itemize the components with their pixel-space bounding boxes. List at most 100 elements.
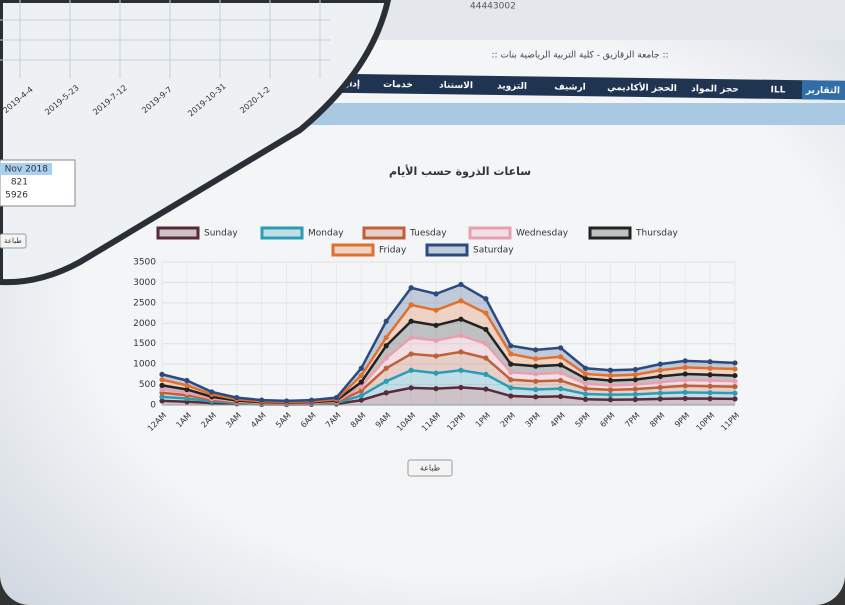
screen-photo: 44443002 :: جامعة الزقازيق - كلية التربي… bbox=[0, 0, 845, 605]
bg-summary-text: Nov 2018 bbox=[5, 165, 49, 175]
data-point bbox=[633, 367, 638, 372]
data-point bbox=[458, 385, 463, 390]
data-point bbox=[533, 356, 538, 361]
data-point bbox=[608, 387, 613, 392]
data-point bbox=[159, 383, 164, 388]
data-point bbox=[558, 386, 563, 391]
data-point bbox=[633, 397, 638, 402]
nav-item[interactable]: التزويد bbox=[497, 81, 527, 91]
data-point bbox=[458, 333, 463, 338]
nav-item[interactable]: ILL bbox=[770, 85, 785, 95]
data-point bbox=[732, 360, 737, 365]
data-point bbox=[732, 384, 737, 389]
data-point bbox=[458, 368, 463, 373]
data-point bbox=[384, 390, 389, 395]
bg-summary-text: 5926 bbox=[5, 191, 28, 201]
data-point bbox=[159, 377, 164, 382]
data-point bbox=[234, 395, 239, 400]
y-tick-label: 1500 bbox=[133, 339, 156, 349]
data-point bbox=[409, 368, 414, 373]
data-point bbox=[658, 385, 663, 390]
legend-swatch bbox=[427, 245, 467, 255]
data-point bbox=[409, 285, 414, 290]
data-point bbox=[433, 323, 438, 328]
data-point bbox=[583, 391, 588, 396]
data-point bbox=[508, 377, 513, 382]
data-point bbox=[433, 338, 438, 343]
nav-item[interactable]: الاستناد bbox=[439, 81, 473, 91]
legend-swatch bbox=[262, 228, 302, 238]
data-point bbox=[658, 374, 663, 379]
nav-item[interactable]: الحجز الأكاديمي bbox=[607, 81, 677, 94]
legend-label[interactable]: Tuesday bbox=[409, 229, 447, 239]
y-tick-label: 0 bbox=[150, 401, 156, 411]
data-point bbox=[608, 397, 613, 402]
data-point bbox=[334, 395, 339, 400]
nav-item[interactable]: ارشيف bbox=[554, 82, 586, 92]
data-point bbox=[359, 380, 364, 385]
print-button-label[interactable]: طباعة bbox=[420, 464, 440, 473]
legend-swatch bbox=[470, 228, 510, 238]
data-point bbox=[458, 349, 463, 354]
bg-summary-text: 821 bbox=[11, 178, 28, 188]
data-point bbox=[384, 335, 389, 340]
data-point bbox=[359, 373, 364, 378]
legend-label[interactable]: Monday bbox=[308, 229, 344, 239]
data-point bbox=[433, 291, 438, 296]
data-point bbox=[683, 377, 688, 382]
data-point bbox=[433, 371, 438, 376]
data-point bbox=[633, 377, 638, 382]
data-point bbox=[683, 358, 688, 363]
data-point bbox=[608, 368, 613, 373]
page: 44443002 :: جامعة الزقازيق - كلية التربي… bbox=[0, 0, 845, 605]
data-point bbox=[259, 397, 264, 402]
data-point bbox=[384, 366, 389, 371]
data-point bbox=[483, 310, 488, 315]
data-point bbox=[583, 376, 588, 381]
legend-label[interactable]: Saturday bbox=[473, 246, 514, 256]
data-point bbox=[707, 378, 712, 383]
data-point bbox=[384, 355, 389, 360]
data-point bbox=[658, 396, 663, 401]
bg-print-label[interactable]: طباعة bbox=[4, 237, 22, 245]
data-point bbox=[633, 386, 638, 391]
data-point bbox=[483, 372, 488, 377]
data-point bbox=[384, 379, 389, 384]
data-point bbox=[359, 397, 364, 402]
data-point bbox=[359, 393, 364, 398]
y-tick-label: 1000 bbox=[133, 360, 156, 370]
data-point bbox=[184, 383, 189, 388]
data-point bbox=[533, 364, 538, 369]
chart-title: ساعات الذروة حسب الأيام bbox=[389, 164, 531, 178]
data-point bbox=[608, 373, 613, 378]
nav-item[interactable]: حجز المواد bbox=[691, 84, 739, 95]
legend-label[interactable]: Wednesday bbox=[516, 229, 569, 239]
data-point bbox=[508, 351, 513, 356]
data-point bbox=[533, 371, 538, 376]
legend-swatch bbox=[158, 228, 198, 238]
data-point bbox=[732, 391, 737, 396]
data-point bbox=[683, 365, 688, 370]
y-tick-label: 3000 bbox=[133, 278, 156, 288]
nav-item[interactable]: التقارير bbox=[805, 86, 840, 96]
nav-item[interactable]: خدمات bbox=[383, 80, 413, 90]
data-point bbox=[159, 372, 164, 377]
legend-label[interactable]: Sunday bbox=[204, 229, 238, 239]
data-point bbox=[558, 394, 563, 399]
data-point bbox=[583, 397, 588, 402]
data-point bbox=[683, 396, 688, 401]
data-point bbox=[732, 373, 737, 378]
data-point bbox=[558, 370, 563, 375]
data-point bbox=[483, 296, 488, 301]
legend-swatch bbox=[333, 245, 373, 255]
data-point bbox=[633, 392, 638, 397]
data-point bbox=[533, 347, 538, 352]
data-point bbox=[184, 378, 189, 383]
legend-label[interactable]: Friday bbox=[379, 246, 407, 256]
data-point bbox=[508, 393, 513, 398]
legend-label[interactable]: Thursday bbox=[635, 229, 679, 239]
data-point bbox=[409, 302, 414, 307]
data-point bbox=[533, 394, 538, 399]
data-point bbox=[732, 396, 737, 401]
data-point bbox=[508, 370, 513, 375]
